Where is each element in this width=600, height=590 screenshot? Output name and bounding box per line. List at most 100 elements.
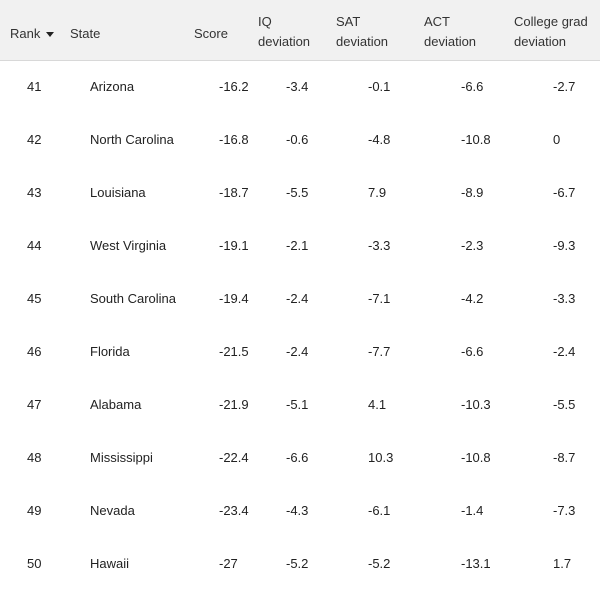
cell-state: Louisiana [90, 185, 146, 200]
cell-college-grad-deviation: 1.7 [553, 556, 572, 571]
cell-score: -21.5 [219, 344, 249, 359]
cell-rank: 47 [27, 397, 42, 412]
column-header-line: IQ [258, 14, 272, 29]
table-row: 43 Louisiana -18.7 -5.5 7.9 -8.9 -6.7 [0, 166, 600, 219]
cell-state: Florida [90, 344, 130, 359]
cell-score: -27 [219, 556, 238, 571]
cell-college-grad-deviation: -2.4 [553, 344, 576, 359]
column-header-line: deviation [424, 34, 477, 49]
cell-state: South Carolina [90, 291, 176, 306]
cell-rank: 41 [27, 79, 42, 94]
cell-rank: 48 [27, 450, 42, 465]
cell-sat-deviation: -7.7 [368, 344, 391, 359]
cell-iq-deviation: -2.4 [286, 344, 309, 359]
cell-sat-deviation: 10.3 [368, 450, 394, 465]
column-header-iq-deviation[interactable]: IQ deviation [258, 12, 310, 52]
cell-score: -18.7 [219, 185, 249, 200]
cell-state: Nevada [90, 503, 135, 518]
table-row: 48 Mississippi -22.4 -6.6 10.3 -10.8 -8.… [0, 431, 600, 484]
column-header-state[interactable]: State [70, 26, 101, 41]
caret-down-icon[interactable] [46, 31, 55, 37]
cell-college-grad-deviation: -6.7 [553, 185, 576, 200]
cell-rank: 46 [27, 344, 42, 359]
table-row: 50 Hawaii -27 -5.2 -5.2 -13.1 1.7 [0, 537, 600, 590]
column-header-sat-deviation[interactable]: SAT deviation [336, 12, 388, 52]
cell-state: West Virginia [90, 238, 167, 253]
cell-college-grad-deviation: -2.7 [553, 79, 576, 94]
cell-college-grad-deviation: -3.3 [553, 291, 576, 306]
cell-act-deviation: -4.2 [461, 291, 484, 306]
table-body: 41 Arizona -16.2 -3.4 -0.1 -6.6 -2.7 42 … [0, 60, 600, 590]
cell-rank: 43 [27, 185, 42, 200]
column-header-label: Rank [10, 26, 41, 41]
cell-state: Arizona [90, 79, 135, 94]
cell-college-grad-deviation: -9.3 [553, 238, 576, 253]
column-header-act-deviation[interactable]: ACT deviation [424, 12, 476, 52]
cell-sat-deviation: 7.9 [368, 185, 387, 200]
cell-sat-deviation: -6.1 [368, 503, 391, 518]
column-header-line: SAT [336, 14, 361, 29]
cell-act-deviation: -10.8 [461, 450, 491, 465]
column-header-line: ACT [424, 14, 450, 29]
cell-act-deviation: -10.3 [461, 397, 491, 412]
cell-sat-deviation: 4.1 [368, 397, 387, 412]
cell-college-grad-deviation: -8.7 [553, 450, 576, 465]
cell-act-deviation: -8.9 [461, 185, 484, 200]
column-header-line: deviation [258, 34, 311, 49]
cell-iq-deviation: -5.2 [286, 556, 309, 571]
cell-act-deviation: -6.6 [461, 79, 484, 94]
cell-rank: 42 [27, 132, 42, 147]
cell-iq-deviation: -4.3 [286, 503, 309, 518]
cell-rank: 44 [27, 238, 42, 253]
cell-iq-deviation: -0.6 [286, 132, 309, 147]
cell-score: -22.4 [219, 450, 249, 465]
cell-sat-deviation: -7.1 [368, 291, 391, 306]
table-header: Rank State Score IQ deviation SAT deviat… [0, 0, 600, 61]
cell-rank: 50 [27, 556, 42, 571]
cell-score: -16.8 [219, 132, 249, 147]
cell-iq-deviation: -2.1 [286, 238, 309, 253]
cell-rank: 45 [27, 291, 42, 306]
column-header-college-grad-deviation[interactable]: College grad deviation [514, 12, 588, 52]
cell-state: Mississippi [90, 450, 153, 465]
column-header-line: deviation [336, 34, 389, 49]
cell-iq-deviation: -3.4 [286, 79, 309, 94]
cell-score: -21.9 [219, 397, 249, 412]
cell-sat-deviation: -3.3 [368, 238, 391, 253]
cell-sat-deviation: -5.2 [368, 556, 391, 571]
table-row: 44 West Virginia -19.1 -2.1 -3.3 -2.3 -9… [0, 219, 600, 272]
cell-state: North Carolina [90, 132, 174, 147]
cell-state: Alabama [90, 397, 142, 412]
column-header-line: deviation [514, 34, 567, 49]
cell-college-grad-deviation: -5.5 [553, 397, 576, 412]
table-row: 47 Alabama -21.9 -5.1 4.1 -10.3 -5.5 [0, 378, 600, 431]
table-row: 45 South Carolina -19.4 -2.4 -7.1 -4.2 -… [0, 272, 600, 325]
cell-act-deviation: -2.3 [461, 238, 484, 253]
cell-sat-deviation: -0.1 [368, 79, 391, 94]
cell-act-deviation: -13.1 [461, 556, 491, 571]
cell-iq-deviation: -5.5 [286, 185, 309, 200]
column-header-score[interactable]: Score [194, 26, 228, 41]
cell-college-grad-deviation: 0 [553, 132, 561, 147]
cell-state: Hawaii [90, 556, 130, 571]
cell-score: -16.2 [219, 79, 249, 94]
table-row: 42 North Carolina -16.8 -0.6 -4.8 -10.8 … [0, 113, 600, 166]
cell-sat-deviation: -4.8 [368, 132, 391, 147]
table-row: 41 Arizona -16.2 -3.4 -0.1 -6.6 -2.7 [0, 60, 600, 113]
cell-score: -19.1 [219, 238, 249, 253]
cell-college-grad-deviation: -7.3 [553, 503, 576, 518]
cell-iq-deviation: -2.4 [286, 291, 309, 306]
cell-rank: 49 [27, 503, 42, 518]
table-row: 49 Nevada -23.4 -4.3 -6.1 -1.4 -7.3 [0, 484, 600, 537]
table-row: 46 Florida -21.5 -2.4 -7.7 -6.6 -2.4 [0, 325, 600, 378]
cell-act-deviation: -6.6 [461, 344, 484, 359]
cell-iq-deviation: -5.1 [286, 397, 309, 412]
cell-act-deviation: -1.4 [461, 503, 484, 518]
column-header-line: College grad [514, 14, 588, 29]
cell-act-deviation: -10.8 [461, 132, 491, 147]
column-header-rank[interactable]: Rank [10, 24, 55, 44]
cell-iq-deviation: -6.6 [286, 450, 309, 465]
cell-score: -23.4 [219, 503, 249, 518]
cell-score: -19.4 [219, 291, 249, 306]
